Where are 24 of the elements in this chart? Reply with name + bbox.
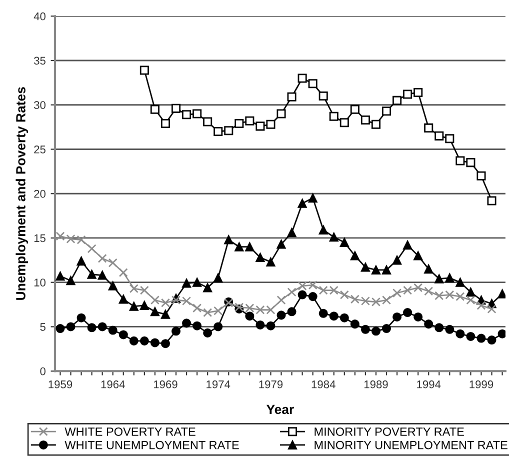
x-axis-title: Year [266,404,294,414]
x-tick-label: 1964 [101,380,125,388]
x-tick-label: 1959 [48,380,72,388]
x-tick-label: 1999 [470,380,494,388]
y-tick-label: 0 [40,367,46,376]
x-tick-label: 1974 [206,380,230,388]
y-tick-label: 5 [40,323,46,331]
y-axis-title: Unemployment and Poverty Rates [16,87,28,300]
legend-label: WHITE UNEMPLOYMENT RATE [64,440,239,450]
x-tick-label: 1969 [154,380,178,388]
y-tick-label: 10 [34,278,46,286]
y-tick-label: 40 [34,12,46,20]
y-tick-label: 25 [34,146,46,154]
x-tick-label: 1984 [312,380,336,388]
legend-label: WHITE POVERTY RATE [64,427,196,436]
y-tick-label: 30 [34,101,46,110]
y-tick-label: 15 [34,234,46,242]
x-tick-label: 1994 [417,380,441,388]
x-tick-label: 1979 [259,380,283,388]
y-tick-label: 35 [34,56,46,65]
legend-label: MINORITY UNEMPLOYMENT RATE [314,440,508,450]
legend-label: MINORITY POVERTY RATE [314,427,464,436]
x-tick-label: 1989 [364,380,388,388]
y-tick-label: 20 [34,190,46,198]
